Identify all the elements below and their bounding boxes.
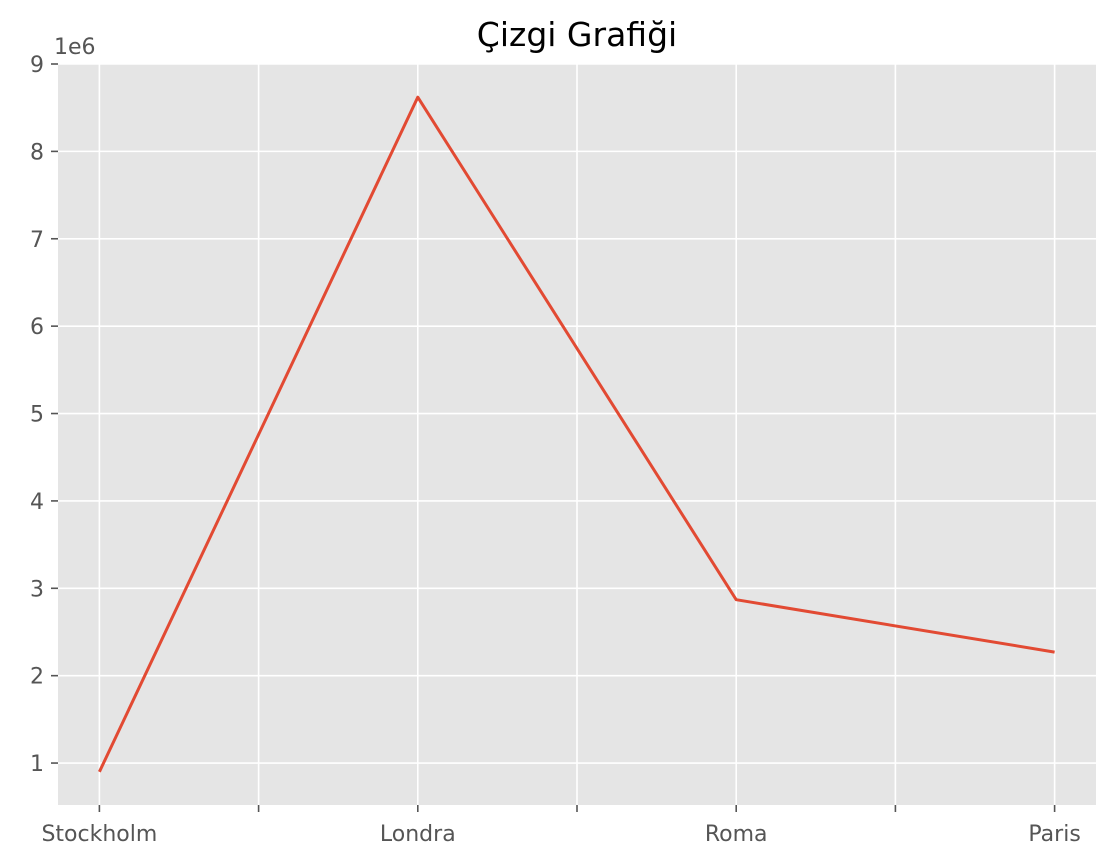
y-tick-label: 2 (30, 665, 44, 690)
y-tick-label: 7 (30, 228, 44, 253)
axis-ticks: 1 2 3 4 5 6 7 8 9 Stockholm Londra Roma Paris (30, 53, 1081, 847)
y-tick-label: 4 (30, 490, 44, 515)
y-tick-label: 6 (30, 315, 44, 340)
grid (58, 63, 1096, 805)
y-tick-label: 1 (30, 752, 44, 777)
x-tick-label: Londra (380, 822, 456, 847)
y-tick-label: 8 (30, 140, 44, 165)
series-line (98, 95, 1055, 773)
y-offset-label: 1e6 (54, 35, 96, 60)
chart-title: Çizgi Grafiği (477, 15, 677, 54)
y-tick-label: 3 (30, 577, 44, 602)
x-tick-label: Roma (705, 822, 768, 847)
y-tick-label: 9 (30, 53, 44, 78)
x-tick-label: Stockholm (41, 822, 157, 847)
x-tick-label: Paris (1028, 822, 1080, 847)
y-tick-label: 5 (30, 403, 44, 428)
